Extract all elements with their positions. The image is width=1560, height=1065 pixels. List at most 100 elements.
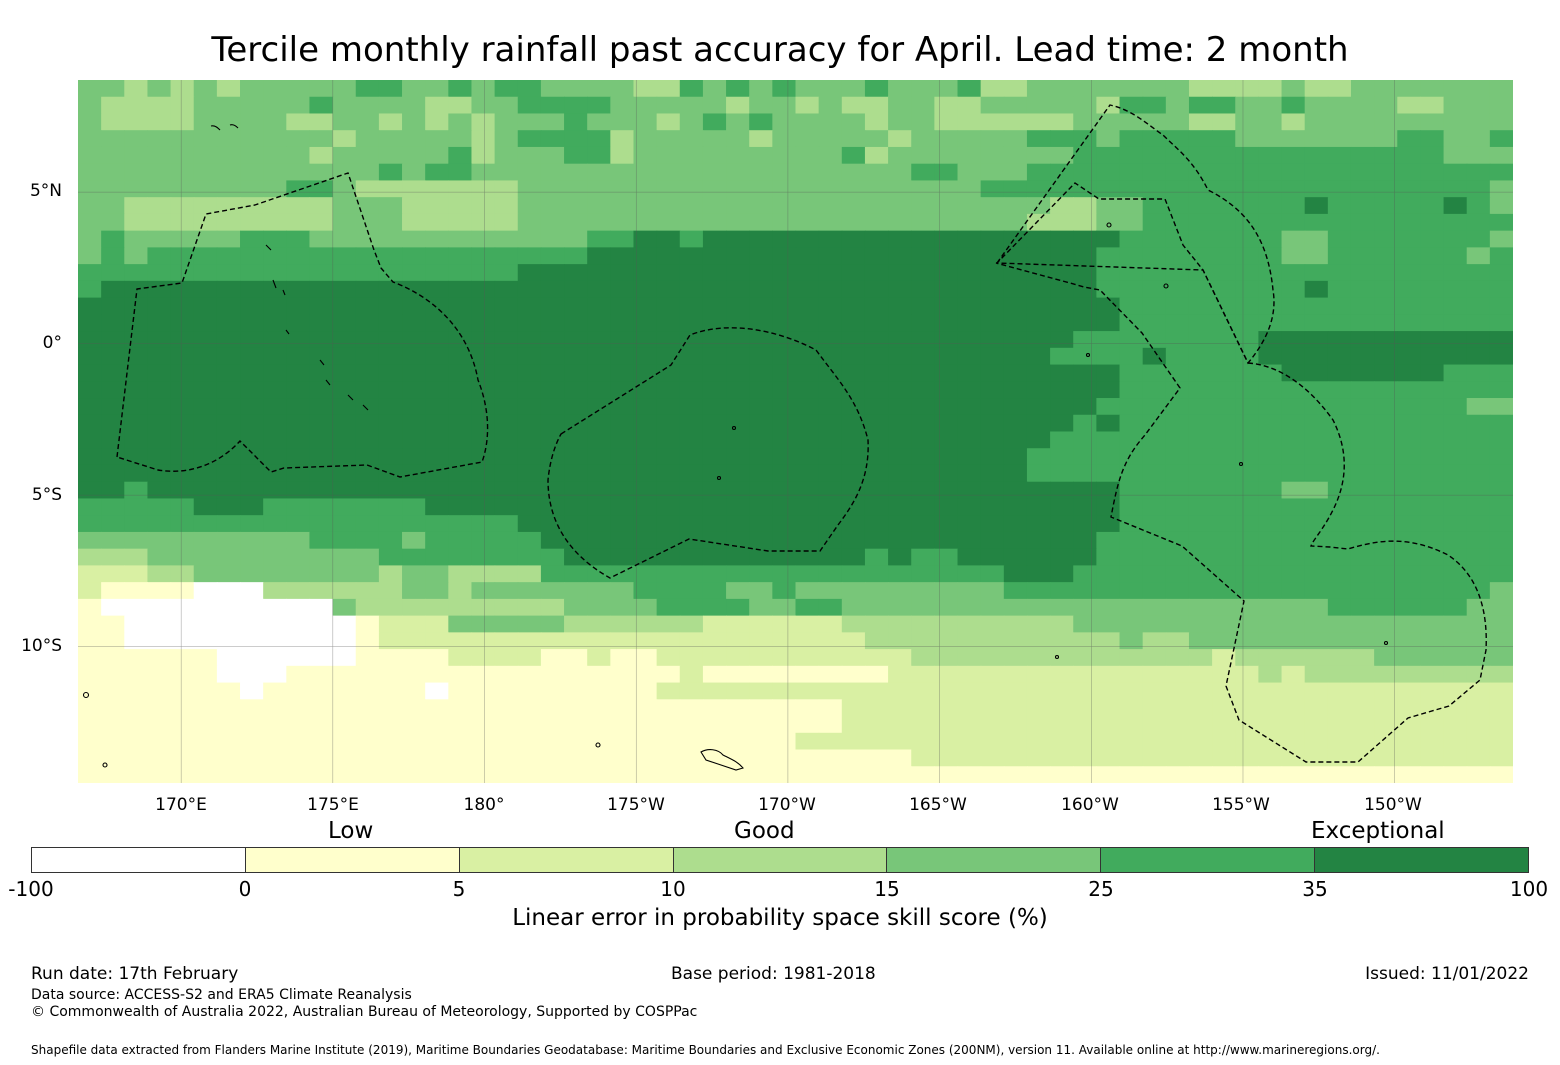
grid-cell xyxy=(633,230,658,248)
grid-cell xyxy=(402,481,426,500)
grid-cell xyxy=(980,414,1005,433)
grid-cell xyxy=(124,682,149,700)
grid-cell xyxy=(818,381,843,399)
grid-cell xyxy=(1235,314,1260,332)
grid-cell xyxy=(564,80,588,98)
grid-cell xyxy=(170,598,195,617)
grid-cell xyxy=(286,163,311,182)
grid-cell xyxy=(564,113,588,131)
grid-cell xyxy=(494,314,519,332)
grid-cell xyxy=(911,598,935,617)
grid-cell xyxy=(147,732,172,751)
grid-cell xyxy=(193,180,218,198)
grid-cell xyxy=(1026,565,1051,583)
grid-cell xyxy=(795,213,820,232)
grid-cell xyxy=(1212,699,1236,717)
grid-cell xyxy=(772,80,797,98)
grid-cell xyxy=(679,297,704,315)
grid-cell xyxy=(1026,766,1051,783)
grid-cell xyxy=(332,331,357,349)
grid-cell xyxy=(656,264,681,282)
grid-cell xyxy=(911,297,935,315)
grid-cell xyxy=(355,314,380,332)
grid-cell xyxy=(1188,197,1213,215)
grid-cell xyxy=(610,649,635,667)
grid-cell xyxy=(1327,113,1352,131)
grid-cell xyxy=(332,80,357,98)
grid-cell xyxy=(957,598,982,617)
grid-cell xyxy=(1026,96,1051,115)
grid-cell xyxy=(240,615,264,633)
grid-cell xyxy=(656,247,681,265)
grid-cell xyxy=(402,598,426,617)
grid-cell xyxy=(1142,431,1167,449)
grid-cell xyxy=(564,766,588,783)
grid-cell xyxy=(425,464,449,483)
grid-cell xyxy=(957,331,982,349)
grid-cell xyxy=(1165,331,1190,349)
grid-cell xyxy=(1003,414,1028,433)
grid-cell xyxy=(934,414,959,433)
grid-cell xyxy=(378,716,403,734)
grid-cell xyxy=(1096,464,1121,483)
grid-cell xyxy=(1281,113,1306,131)
grid-cell xyxy=(1119,381,1144,399)
lat-label-5n: 5°N xyxy=(29,181,62,201)
grid-cell xyxy=(286,213,311,232)
grid-cell xyxy=(147,649,172,667)
grid-cell xyxy=(540,146,565,165)
grid-cell xyxy=(378,682,403,700)
grid-cell xyxy=(1397,582,1422,600)
grid-cell xyxy=(1026,130,1051,148)
grid-cell xyxy=(749,381,773,399)
grid-cell xyxy=(980,331,1005,349)
grid-cell xyxy=(448,96,473,115)
grid-cell xyxy=(402,448,426,466)
grid-cell xyxy=(1281,230,1306,248)
grid-cell xyxy=(1003,230,1028,248)
grid-cell xyxy=(656,732,681,751)
grid-cell xyxy=(1420,598,1445,617)
grid-cell xyxy=(378,448,403,466)
lon-label-155w: 155°W xyxy=(1212,795,1270,815)
grid-cell xyxy=(1466,197,1491,215)
grid-cell xyxy=(448,230,473,248)
grid-cell xyxy=(795,464,820,483)
grid-cell xyxy=(1003,716,1028,734)
grid-cell xyxy=(101,448,125,466)
grid-cell xyxy=(1489,314,1513,332)
grid-cell xyxy=(1350,297,1375,315)
grid-cell xyxy=(1443,213,1468,232)
grid-cell xyxy=(1165,615,1190,633)
grid-cell xyxy=(1443,481,1468,500)
grid-cell xyxy=(517,297,542,315)
grid-cell xyxy=(1466,163,1491,182)
grid-cell xyxy=(1443,280,1468,299)
grid-cell xyxy=(1050,414,1074,433)
grid-cell xyxy=(818,146,843,165)
grid-cell xyxy=(1489,347,1513,366)
grid-cell xyxy=(1188,347,1213,366)
grid-cell xyxy=(980,96,1005,115)
grid-cell xyxy=(957,96,982,115)
grid-cell xyxy=(702,381,727,399)
grid-cell xyxy=(425,498,449,516)
grid-cell xyxy=(1026,749,1051,767)
grid-cell xyxy=(633,347,658,366)
grid-cell xyxy=(749,297,773,315)
grid-cell xyxy=(240,213,264,232)
grid-cell xyxy=(471,113,496,131)
grid-cell xyxy=(749,414,773,433)
grid-cell xyxy=(402,615,426,633)
grid-cell xyxy=(378,632,403,650)
grid-cell xyxy=(656,548,681,567)
grid-cell xyxy=(888,314,912,332)
grid-cell xyxy=(193,80,218,98)
grid-cell xyxy=(332,632,357,650)
grid-cell xyxy=(332,180,357,198)
grid-cell xyxy=(1350,431,1375,449)
grid-cell xyxy=(934,163,959,182)
grid-cell xyxy=(1050,197,1074,215)
grid-cell xyxy=(656,481,681,500)
grid-cell xyxy=(101,682,125,700)
